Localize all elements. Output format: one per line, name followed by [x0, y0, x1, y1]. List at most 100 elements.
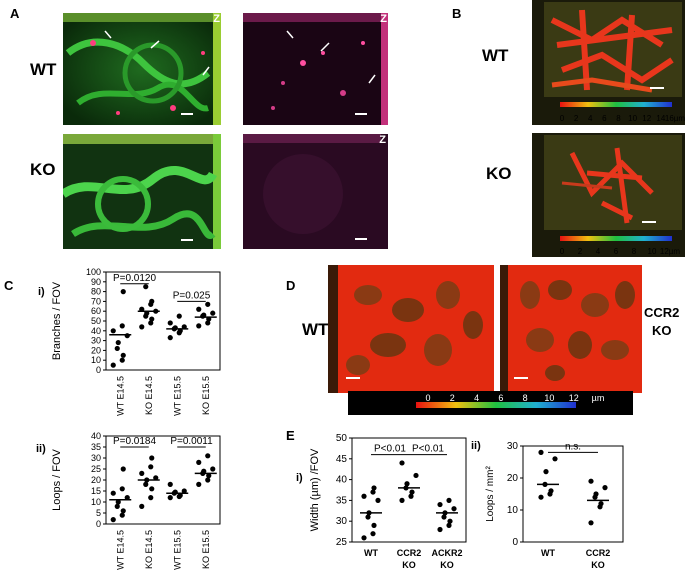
- colorbar-tick-label: 12µm: [660, 247, 681, 256]
- y-tick-label: 60: [91, 306, 101, 316]
- y-tick-label: 25: [91, 464, 101, 474]
- colorbar-tick-label: 2: [574, 114, 579, 123]
- data-point: [120, 289, 126, 295]
- data-point: [119, 512, 125, 518]
- significance-label: P=0.0011: [170, 436, 213, 447]
- panel-b-wt-image: [532, 0, 685, 125]
- data-point: [148, 464, 154, 470]
- y-tick-label: 30: [91, 336, 101, 346]
- significance-label: P<0.01: [374, 444, 406, 455]
- data-point: [196, 459, 202, 465]
- category-label: WT E14.5: [115, 376, 125, 416]
- plot-frame: [522, 445, 624, 543]
- y-tick-label: 40: [91, 431, 101, 441]
- panel-d-wt-image: [328, 265, 494, 393]
- data-point: [451, 506, 457, 512]
- panel-a-wt-label: WT: [30, 60, 57, 79]
- data-point: [588, 478, 594, 484]
- data-point: [196, 481, 202, 487]
- colorbar-tick-label: 0: [560, 247, 565, 256]
- data-point: [110, 490, 116, 496]
- significance-label: P=0.025: [173, 290, 211, 301]
- data-point: [399, 497, 405, 503]
- colorbar-tick-label: 6: [614, 247, 619, 256]
- data-point: [143, 481, 149, 487]
- panel-e-i-label: i): [296, 472, 303, 484]
- data-point: [167, 320, 173, 326]
- data-point: [172, 325, 178, 331]
- data-point: [370, 531, 376, 537]
- y-tick-label: 70: [91, 296, 101, 306]
- category-label: CCR2: [586, 548, 611, 558]
- y-tick-label: 0: [96, 365, 101, 375]
- category-label: WT E15.5: [172, 530, 182, 570]
- data-point: [110, 328, 116, 334]
- data-point: [149, 486, 155, 492]
- y-tick-label: 20: [91, 475, 101, 485]
- data-point: [149, 455, 155, 461]
- colorbar-tick-label: 14: [656, 114, 665, 123]
- panel-b-ko-label: KO: [486, 164, 512, 183]
- panel-b-wt-colorbar-ticks: 0 2 4 6 8 10 12 14 16µm: [560, 114, 685, 123]
- chart-e-ii: 0 10 20 30 Loops / mm² WT CCR2 KO n.s.: [485, 441, 624, 570]
- data-point: [114, 345, 120, 352]
- data-point: [148, 495, 154, 501]
- panel-a-ko-label: KO: [30, 160, 56, 179]
- data-point: [196, 306, 202, 312]
- data-point: [124, 333, 130, 339]
- y-tick-label: 30: [336, 516, 348, 527]
- data-point: [446, 522, 452, 528]
- panel-a-ko-magenta-z-label: Z: [379, 134, 386, 146]
- data-point: [375, 497, 381, 503]
- data-point: [437, 501, 443, 508]
- y-tick-label: 100: [86, 267, 101, 277]
- colorbar-tick-label: 4: [596, 247, 601, 256]
- panel-d-wt-label: WT: [302, 320, 329, 339]
- data-point: [119, 486, 125, 492]
- panel-a-wt-magenta-image: Z: [243, 13, 388, 125]
- data-point: [149, 298, 155, 304]
- colorbar-tick-label: 8: [616, 114, 621, 123]
- data-point: [538, 494, 544, 500]
- data-point: [139, 470, 145, 476]
- data-point: [139, 503, 145, 509]
- data-point: [205, 477, 211, 483]
- panel-a-label: A: [10, 6, 20, 21]
- y-tick-label: 0: [96, 519, 101, 529]
- data-point: [119, 323, 125, 329]
- data-point: [143, 284, 149, 290]
- data-point: [124, 495, 130, 501]
- data-point: [176, 313, 182, 319]
- category-label: WT E14.5: [115, 530, 125, 570]
- data-point: [548, 488, 554, 494]
- colorbar-tick-label: 8: [523, 393, 528, 403]
- panel-b-ko-colorbar-ticks: 0 2 4 6 8 10 12µm: [560, 247, 681, 256]
- category-label: KO E15.5: [201, 376, 211, 415]
- colorbar-tick-label: 8: [632, 247, 637, 256]
- y-axis-label: Loops / FOV: [51, 448, 63, 510]
- colorbar-tick-label: 6: [498, 393, 503, 403]
- data-point: [593, 491, 599, 497]
- data-point: [196, 323, 202, 329]
- y-tick-label: 10: [507, 505, 519, 516]
- y-tick-label: 50: [336, 433, 348, 444]
- significance-label: P<0.01: [412, 444, 444, 455]
- data-point: [205, 301, 211, 307]
- data-point: [153, 475, 159, 481]
- data-point: [408, 493, 414, 499]
- chart-e-i: 25 30 35 40 45 50 Width (µm) /FOV WT CCR2 KO ACKR2…: [309, 433, 467, 570]
- colorbar-tick-label: 10: [628, 114, 637, 123]
- significance-label: P=0.0184: [113, 436, 157, 447]
- data-point: [139, 324, 145, 330]
- data-point: [110, 517, 116, 523]
- data-point: [365, 514, 371, 520]
- y-tick-label: 45: [336, 454, 348, 465]
- significance-label: P=0.0120: [113, 273, 157, 284]
- panel-a-ko-magenta-image: Z: [243, 134, 388, 249]
- category-label: KO E14.5: [144, 530, 154, 569]
- data-point: [399, 460, 405, 466]
- y-tick-label: 10: [91, 355, 101, 365]
- data-point: [201, 468, 207, 474]
- data-point: [114, 503, 120, 509]
